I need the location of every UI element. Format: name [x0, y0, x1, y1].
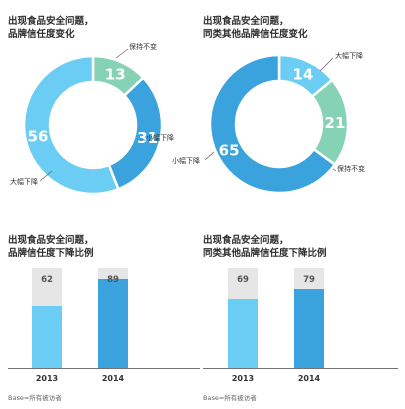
donut-value-label: 13 [105, 66, 126, 84]
bar1-title-line1: 出现食品安全问题， [8, 235, 94, 246]
leader-line [319, 57, 334, 72]
bar [294, 289, 324, 368]
donut-category-label: 保持不变 [337, 164, 365, 173]
bar [228, 299, 258, 368]
donut-value-label: 56 [28, 127, 49, 145]
donut2-title: 出现食品安全问题， 同类其他品牌信任度变化 [203, 15, 308, 41]
donut1-title: 出现食品安全问题， 品牌信任度变化 [8, 15, 94, 41]
x-tick-label: 2014 [298, 374, 321, 383]
donut-slice [22, 54, 121, 196]
leader-line [39, 170, 53, 182]
bar-value-label: 69 [237, 275, 249, 285]
donut-category-label: 小幅下降 [146, 133, 174, 142]
x-tick-label: 2014 [102, 374, 125, 383]
donut1-title-line2: 品牌信任度变化 [8, 29, 75, 40]
donut2-title-line2: 同类其他品牌信任度变化 [203, 29, 308, 40]
bar2-title: 出现食品安全问题， 同类其他品牌信任度下降比例 [203, 234, 327, 260]
donut-category-label: 大幅下降 [10, 177, 38, 186]
x-tick-label: 2013 [232, 374, 254, 383]
donut-value-label: 31 [137, 129, 158, 147]
donut-category-label: 大幅下降 [335, 51, 363, 60]
x-tick-label: 2013 [36, 374, 58, 383]
donut-category-label: 保持不变 [129, 42, 157, 51]
bar2-footnote: Base=所有被访者 [203, 394, 257, 402]
bar-value-label: 62 [41, 275, 53, 285]
donut-value-label: 14 [292, 65, 313, 83]
bar [32, 306, 62, 368]
bar [98, 279, 128, 368]
bar2-title-line2: 同类其他品牌信任度下降比例 [203, 248, 327, 259]
bar-value-label: 89 [107, 275, 119, 285]
leader-line [115, 48, 129, 59]
bar1-footnote: Base=所有被访者 [8, 394, 62, 402]
leader-line [204, 151, 215, 161]
donut-value-label: 65 [219, 141, 240, 159]
bar1-title: 出现食品安全问题， 品牌信任度下降比例 [8, 234, 94, 260]
donut-value-label: 21 [325, 114, 346, 132]
donut1-title-line1: 出现食品安全问题， [8, 16, 94, 27]
donut2-title-line1: 出现食品安全问题， [203, 16, 289, 27]
bar2-title-line1: 出现食品安全问题， [203, 235, 289, 246]
donut-category-label: 小幅下降 [172, 156, 200, 165]
bar-value-label: 79 [303, 275, 315, 285]
donut-slice [208, 53, 337, 195]
bar1-title-line2: 品牌信任度下降比例 [8, 248, 94, 259]
